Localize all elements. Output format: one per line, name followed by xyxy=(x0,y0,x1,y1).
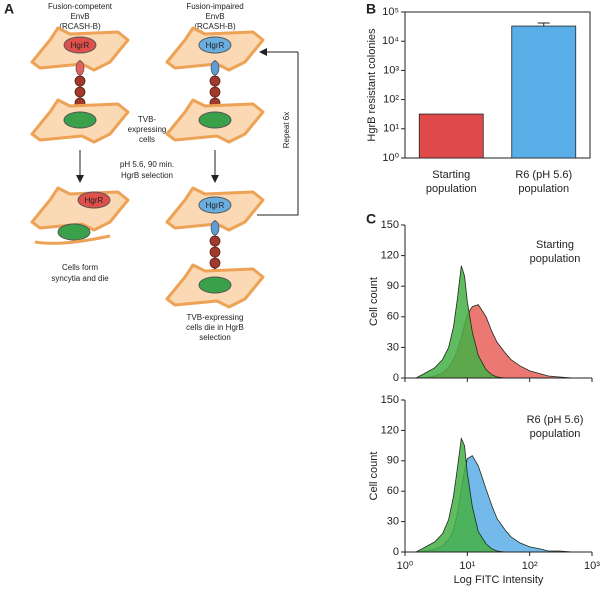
title-line: (RCASH-B) xyxy=(194,22,236,31)
x-tick-label: 10⁰ xyxy=(397,560,414,572)
syncytium xyxy=(34,234,111,245)
receptor-label: HgrR xyxy=(85,196,104,205)
repeat-label: Repeat 6x xyxy=(282,112,291,148)
nucleus xyxy=(57,223,91,241)
panel-label: A xyxy=(4,1,14,17)
x-tick-label: R6 (pH 5.6) xyxy=(515,169,572,181)
title-line: EnvB xyxy=(205,12,224,21)
outcome-line: selection xyxy=(199,333,231,342)
selection-label: pH 5.6, 90 min. xyxy=(120,160,174,169)
bar xyxy=(418,113,484,159)
outcome-line: Cells form xyxy=(62,263,98,272)
cell xyxy=(30,186,130,232)
nucleus xyxy=(198,196,232,214)
annotation: population xyxy=(530,253,581,265)
outcome-line: cells die in HgrB xyxy=(186,323,244,332)
nucleus xyxy=(198,36,232,54)
y-axis-label: HgrB resistant colonies xyxy=(366,28,378,142)
x-tick-label: Starting xyxy=(432,169,470,181)
outcome-line: TVB-expressing xyxy=(187,313,244,322)
x-tick-label: 10¹ xyxy=(459,560,475,572)
y-tick-label: 30 xyxy=(387,341,399,353)
nucleus xyxy=(198,111,232,129)
cells-label: TVB- xyxy=(138,115,157,124)
cells-label: expressing xyxy=(128,125,167,134)
receptor-bead xyxy=(74,75,86,87)
y-tick-label: 10⁵ xyxy=(382,6,399,18)
annotation: R6 (pH 5.6) xyxy=(527,414,584,426)
y-tick-label: 60 xyxy=(387,311,399,323)
title-line: Fusion-competent xyxy=(48,2,113,11)
y-tick-label: 120 xyxy=(381,424,399,436)
nucleus xyxy=(77,191,111,209)
x-tick-label: population xyxy=(426,183,477,195)
y-axis-label: Cell count xyxy=(368,277,380,326)
receptor-bead xyxy=(209,86,221,98)
y-tick-label: 0 xyxy=(393,372,399,384)
annotation: Starting xyxy=(536,239,574,251)
nucleus xyxy=(198,276,232,294)
title-line: Fusion-impaired xyxy=(186,2,243,11)
y-tick-label: 10¹ xyxy=(383,123,399,135)
envelope-protein xyxy=(210,220,220,236)
y-tick-label: 150 xyxy=(381,219,399,231)
y-tick-label: 90 xyxy=(387,280,399,292)
envelope-protein xyxy=(75,60,85,76)
y-tick-label: 150 xyxy=(381,394,399,406)
receptor-bead xyxy=(209,246,221,258)
receptor-label: HgrR xyxy=(206,41,225,50)
bar xyxy=(511,25,577,159)
y-tick-label: 10² xyxy=(383,94,399,106)
selection-label: HgrB selection xyxy=(121,171,173,180)
y-tick-label: 10⁴ xyxy=(382,35,399,47)
receptor-label: HgrR xyxy=(206,201,225,210)
x-tick-label: 10² xyxy=(522,560,538,572)
y-tick-label: 30 xyxy=(387,516,399,528)
y-tick-label: 10³ xyxy=(383,64,399,76)
envelope-protein xyxy=(210,60,220,76)
outcome-line: syncytia and die xyxy=(51,274,109,283)
panel-label: C xyxy=(366,211,376,227)
plot-frame xyxy=(404,11,591,159)
x-axis-label: Log FITC Intensity xyxy=(454,574,544,586)
title-line: EnvB xyxy=(70,12,89,21)
y-tick-label: 90 xyxy=(387,455,399,467)
y-tick-label: 10⁰ xyxy=(382,152,399,164)
y-axis-label: Cell count xyxy=(368,452,380,501)
x-tick-label: 10³ xyxy=(584,560,600,572)
y-tick-label: 60 xyxy=(387,485,399,497)
title-line: (RCASH-B) xyxy=(59,22,101,31)
receptor-bead xyxy=(209,235,221,247)
x-tick-label: population xyxy=(518,183,569,195)
receptor-bead xyxy=(209,75,221,87)
y-tick-label: 120 xyxy=(381,250,399,262)
y-tick-label: 0 xyxy=(393,546,399,558)
cells-label: cells xyxy=(139,135,155,144)
panel-label: B xyxy=(366,1,376,17)
receptor-bead xyxy=(209,257,221,269)
annotation: population xyxy=(530,428,581,440)
receptor-bead xyxy=(74,86,86,98)
repeat-line xyxy=(257,52,299,216)
nucleus xyxy=(63,111,97,129)
receptor-label: HgrR xyxy=(71,41,90,50)
nucleus xyxy=(63,36,97,54)
